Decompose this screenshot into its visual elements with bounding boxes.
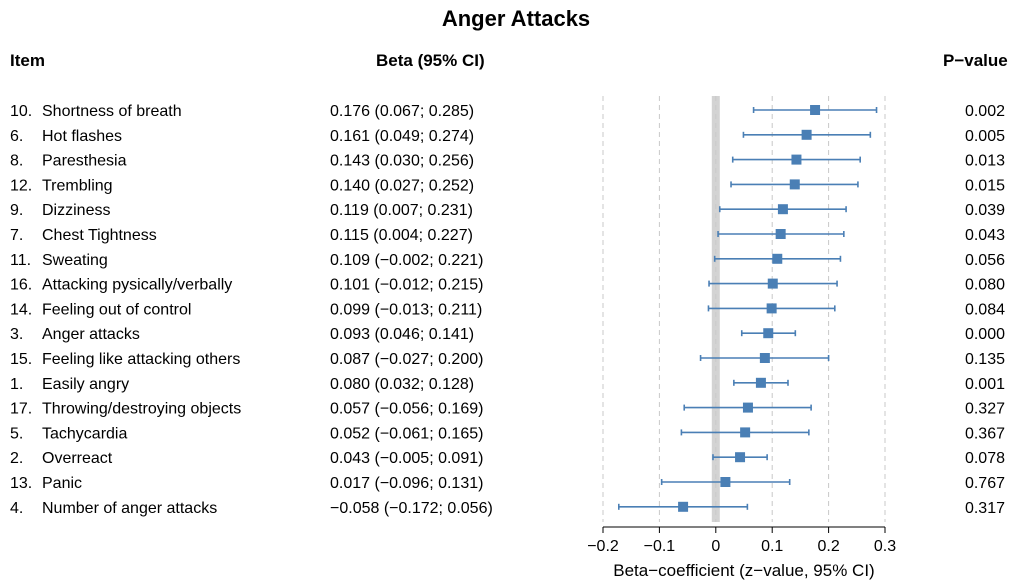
row-p-value: 0.327 [965, 401, 1005, 418]
row-item-number: 4. [10, 500, 23, 517]
row-beta-ci: 0.161 (0.049; 0.274) [330, 128, 474, 145]
row-item-label: Shortness of breath [42, 103, 182, 120]
row-item-label: Dizziness [42, 202, 110, 219]
point-estimate-marker [789, 179, 800, 190]
item-column-header: Item [10, 51, 45, 70]
row-item-label: Trembling [42, 177, 113, 194]
row-beta-ci: 0.109 (−0.002; 0.221) [330, 252, 483, 269]
row-item-number: 15. [10, 351, 32, 368]
x-tick-label: −0.1 [644, 538, 676, 555]
row-item-label: Anger attacks [42, 326, 140, 343]
row-item-label: Tachycardia [42, 425, 127, 442]
row-beta-ci: 0.143 (0.030; 0.256) [330, 153, 474, 170]
row-p-value: 0.080 [965, 277, 1005, 294]
row-p-value: 0.135 [965, 351, 1005, 368]
row-beta-ci: 0.080 (0.032; 0.128) [330, 376, 474, 393]
row-beta-ci: 0.119 (0.007; 0.231) [330, 202, 473, 219]
row-p-value: 0.002 [965, 103, 1005, 120]
row-item-label: Chest Tightness [42, 227, 157, 244]
row-beta-ci: 0.057 (−0.056; 0.169) [330, 401, 483, 418]
row-item-label: Paresthesia [42, 153, 127, 170]
row-p-value: 0.000 [965, 326, 1005, 343]
point-estimate-marker [755, 377, 766, 388]
row-beta-ci: 0.115 (0.004; 0.227) [330, 227, 473, 244]
row-beta-ci: 0.176 (0.067; 0.285) [330, 103, 474, 120]
point-estimate-marker [801, 129, 812, 140]
point-estimate-marker [775, 229, 786, 239]
row-item-number: 8. [10, 153, 23, 170]
row-item-number: 6. [10, 128, 23, 145]
row-p-value: 0.005 [965, 128, 1005, 145]
row-item-number: 2. [10, 450, 23, 467]
point-estimate-marker [777, 204, 788, 215]
row-p-value: 0.015 [965, 177, 1005, 194]
beta-column-header: Beta (95% CI) [376, 51, 485, 70]
row-item-label: Panic [42, 475, 82, 492]
row-p-value: 0.317 [965, 500, 1005, 517]
row-beta-ci: 0.087 (−0.027; 0.200) [330, 351, 483, 368]
row-item-label: Sweating [42, 252, 108, 269]
x-tick-label: 0.2 [817, 538, 839, 555]
row-item-number: 17. [10, 401, 32, 418]
row-item-number: 3. [10, 326, 23, 343]
row-p-value: 0.001 [965, 376, 1005, 393]
row-p-value: 0.056 [965, 252, 1005, 269]
row-beta-ci: 0.052 (−0.061; 0.165) [330, 425, 483, 442]
row-item-label: Feeling like attacking others [42, 351, 240, 368]
row-beta-ci: 0.101 (−0.012; 0.215) [330, 277, 483, 294]
x-tick-label: 0 [711, 538, 720, 555]
p-value-column-header: P−value [943, 51, 1008, 70]
row-item-number: 16. [10, 277, 32, 294]
row-p-value: 0.084 [965, 301, 1005, 318]
row-beta-ci: 0.093 (0.046; 0.141) [330, 326, 474, 343]
row-p-value: 0.078 [965, 450, 1005, 467]
x-tick-label: 0.1 [761, 538, 783, 555]
x-tick-label: 0.3 [874, 538, 896, 555]
row-item-label: Overreact [42, 450, 113, 467]
row-item-label: Feeling out of control [42, 301, 191, 318]
row-item-number: 12. [10, 177, 32, 194]
x-axis-label: Beta−coefficient (z−value, 95% CI) [613, 561, 874, 580]
row-item-number: 11. [10, 252, 31, 269]
row-item-label: Number of anger attacks [42, 500, 217, 517]
row-item-number: 7. [10, 227, 23, 244]
point-estimate-marker [772, 253, 783, 264]
row-item-label: Attacking pysically/verbally [42, 277, 232, 294]
point-estimate-marker [759, 353, 770, 363]
row-p-value: 0.039 [965, 202, 1005, 219]
point-estimate-marker [740, 427, 751, 438]
row-beta-ci: 0.099 (−0.013; 0.211) [330, 301, 482, 318]
point-estimate-marker [678, 501, 689, 512]
row-item-number: 14. [10, 301, 32, 318]
row-item-label: Easily angry [42, 376, 129, 393]
row-item-label: Throwing/destroying objects [42, 401, 241, 418]
row-p-value: 0.367 [965, 425, 1005, 442]
point-estimate-marker [791, 154, 802, 165]
point-estimate-marker [720, 477, 731, 487]
point-estimate-marker [810, 105, 821, 115]
row-beta-ci: 0.017 (−0.096; 0.131) [330, 475, 483, 492]
row-item-number: 5. [10, 425, 23, 442]
row-p-value: 0.013 [965, 153, 1005, 170]
point-estimate-marker [766, 303, 777, 314]
row-beta-ci: −0.058 (−0.172; 0.056) [330, 500, 493, 517]
row-item-number: 1. [10, 376, 23, 393]
chart-title: Anger Attacks [441, 6, 591, 31]
point-estimate-marker [742, 402, 753, 413]
row-p-value: 0.767 [965, 475, 1005, 492]
row-item-number: 9. [10, 202, 23, 219]
point-estimate-marker [763, 328, 774, 339]
point-estimate-marker [735, 452, 746, 463]
point-estimate-marker [767, 278, 778, 289]
x-tick-label: −0.2 [587, 538, 619, 555]
row-beta-ci: 0.140 (0.027; 0.252) [330, 177, 474, 194]
row-item-label: Hot flashes [42, 128, 122, 145]
row-p-value: 0.043 [965, 227, 1005, 244]
row-item-number: 13. [10, 475, 32, 492]
row-item-number: 10. [10, 103, 32, 120]
row-beta-ci: 0.043 (−0.005; 0.091) [330, 450, 483, 467]
